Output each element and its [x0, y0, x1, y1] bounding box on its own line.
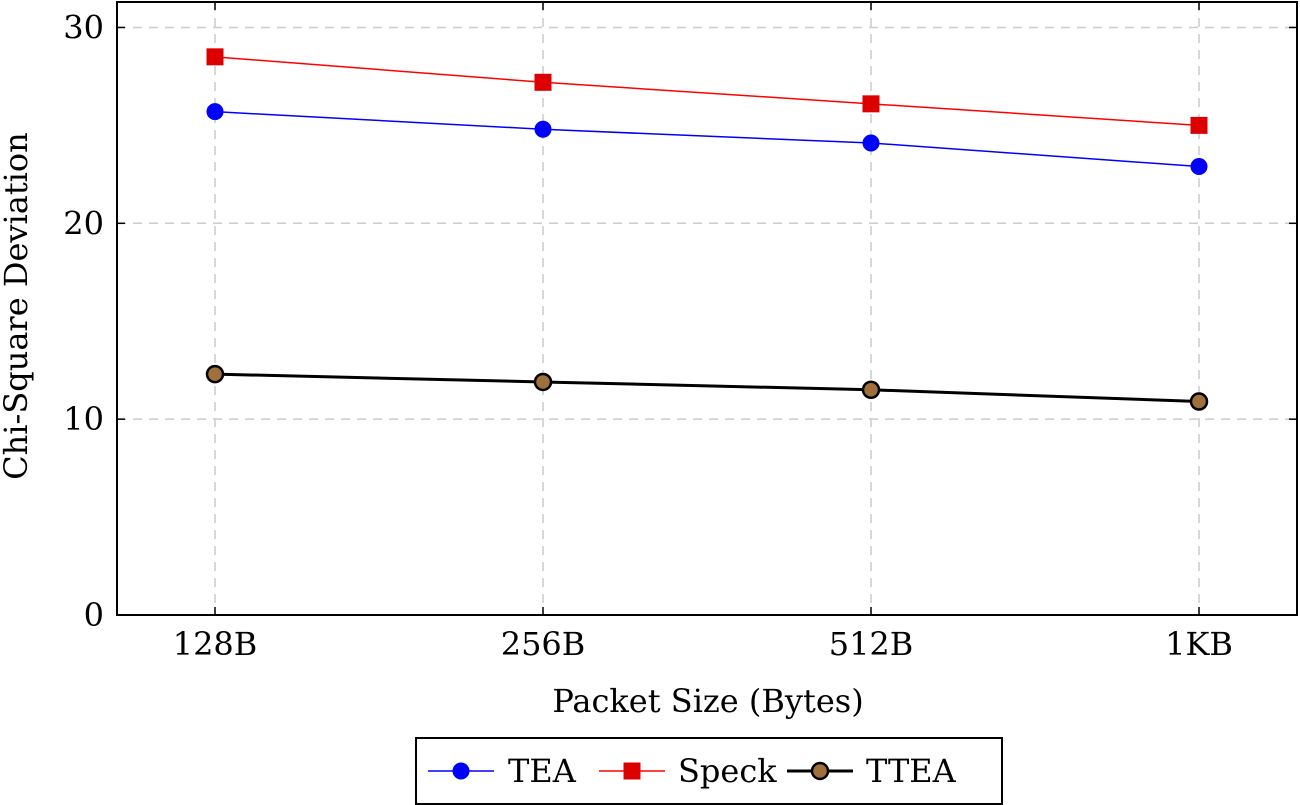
series-line: [214, 372, 1200, 404]
axes: 128B 256B 512B 1KB 0 10 20 30: [63, 1, 1298, 663]
data-point: [1189, 392, 1209, 411]
y-tick-label: 30: [63, 8, 104, 46]
data-point: [1190, 116, 1208, 134]
legend-marker: [810, 761, 830, 781]
series-line: [214, 110, 1200, 168]
y-axis-label: Chi-Square Deviation: [0, 132, 35, 480]
legend-entry-ttea: TTEA: [787, 752, 957, 790]
data-point: [206, 103, 224, 121]
legend-marker: [623, 762, 641, 780]
x-tick-label: 1KB: [1165, 625, 1233, 663]
data-point: [862, 134, 880, 152]
legend-label: TTEA: [866, 752, 957, 790]
x-tick-label: 256B: [501, 625, 586, 663]
plot-frame: [116, 1, 1298, 616]
legend-label: TEA: [508, 752, 577, 790]
y-tick-label: 0: [84, 596, 104, 634]
data-point: [206, 48, 224, 66]
legend: TEA Speck TTEA: [415, 737, 1003, 805]
series-tea: [206, 103, 1208, 176]
y-tick-label: 10: [63, 400, 104, 438]
legend-entry-tea: TEA: [428, 752, 577, 790]
y-tick-label: 20: [63, 204, 104, 242]
series-line: [214, 56, 1200, 127]
data-point: [534, 73, 552, 91]
legend-marker: [452, 762, 470, 780]
series-layer: [205, 48, 1209, 411]
x-tick-label: 128B: [173, 625, 258, 663]
data-point: [534, 120, 552, 138]
data-point: [862, 95, 880, 113]
data-point: [1190, 158, 1208, 176]
grid: [117, 2, 1297, 615]
series-ttea: [205, 364, 1209, 411]
data-point: [205, 364, 225, 384]
x-tick-label: 512B: [829, 625, 914, 663]
x-axis-label: Packet Size (Bytes): [552, 682, 863, 720]
series-speck: [206, 48, 1208, 134]
data-point: [533, 372, 553, 392]
legend-label: Speck: [678, 752, 777, 790]
legend-box: [415, 737, 1003, 805]
legend-entry-speck: Speck: [599, 752, 777, 790]
data-point: [861, 380, 881, 400]
